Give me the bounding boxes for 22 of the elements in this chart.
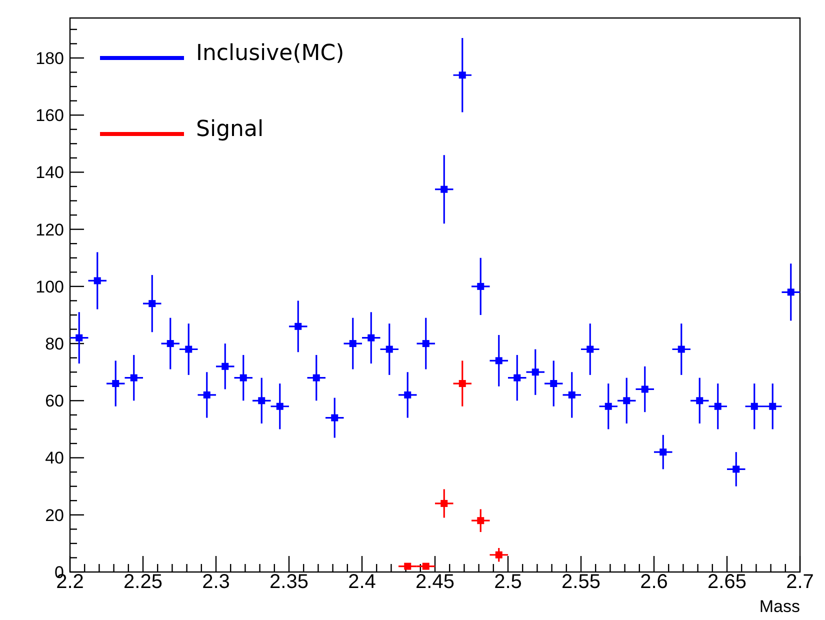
x-tick-label: 2.55	[562, 571, 600, 593]
x-tick-label: 2.45	[416, 571, 454, 593]
y-tick-label: 20	[45, 506, 64, 525]
x-tick-label: 2.65	[708, 571, 746, 593]
x-tick-label: 2.35	[270, 571, 308, 593]
y-tick-label: 160	[36, 106, 64, 126]
y-tick-label: 100	[36, 277, 64, 296]
x-tick-label: 2.5	[494, 571, 522, 593]
y-tick-label: 40	[45, 448, 64, 468]
y-tick-label: 60	[45, 392, 64, 411]
y-tick-label: 140	[36, 163, 64, 182]
y-tick-label: 120	[36, 220, 64, 240]
y-tick-label: 80	[45, 334, 64, 354]
legend-label: Signal	[196, 117, 264, 142]
y-tick-label: 180	[36, 48, 64, 68]
x-tick-label: 2.6	[640, 571, 668, 593]
x-tick-label: 2.3	[202, 571, 230, 593]
x-axis-title: Mass	[759, 597, 800, 616]
x-tick-label: 2.4	[348, 571, 376, 593]
legend-label: Inclusive(MC)	[196, 41, 344, 66]
x-tick-label: 2.25	[124, 571, 162, 593]
x-tick-label: 2.7	[786, 571, 814, 593]
